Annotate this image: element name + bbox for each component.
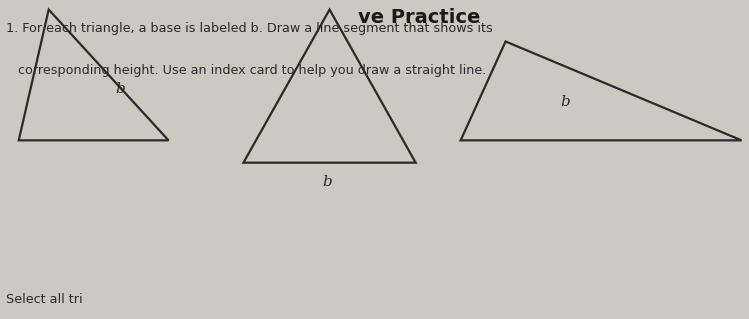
Text: Select all tri: Select all tri <box>6 293 82 306</box>
Text: corresponding height. Use an index card to help you draw a straight line.: corresponding height. Use an index card … <box>6 64 486 77</box>
Text: 1. For each triangle, a base is labeled b. Draw a line segment that shows its: 1. For each triangle, a base is labeled … <box>6 22 493 35</box>
Text: b: b <box>115 82 125 96</box>
Text: b: b <box>322 175 333 189</box>
Text: ve Practice: ve Practice <box>358 8 481 27</box>
Text: b: b <box>560 95 571 109</box>
